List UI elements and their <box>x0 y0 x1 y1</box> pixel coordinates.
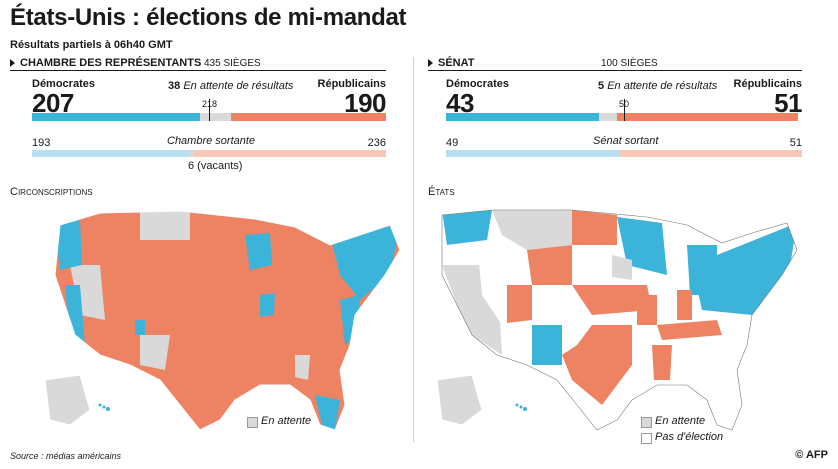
senate-rep-label: Républicains <box>733 78 802 90</box>
senate-outgoing-rep: 51 <box>789 137 802 149</box>
senate-rep-segment <box>616 113 799 121</box>
afp-credit: © AFP <box>795 449 828 461</box>
house-districts-map <box>44 210 401 431</box>
house-outgoing-label: Chambre sortante <box>167 135 256 147</box>
senate-outgoing-bar <box>446 150 802 157</box>
hawaii-shape <box>98 403 110 411</box>
senate-outgoing-label: Sénat sortant <box>593 135 659 147</box>
senate-rule <box>428 70 802 71</box>
senate-outgoing-dem: 49 <box>446 137 459 149</box>
senate-heading-text: SÉNAT <box>438 57 475 69</box>
house-pending-count: 38 <box>168 80 181 92</box>
senate-outgoing-rep-segment <box>620 150 802 157</box>
source-note: Source : médias américains <box>10 451 122 461</box>
house-heading-text: CHAMBRE DES REPRÉSENTANTS <box>20 57 202 69</box>
house-results-bar <box>32 99 386 121</box>
house-map-title: Circonscriptions <box>10 186 93 198</box>
page-subtitle: Résultats partiels à 06h40 GMT <box>10 39 173 51</box>
house-heading: CHAMBRE DES REPRÉSENTANTS <box>10 57 201 69</box>
alaska-shape <box>44 374 91 426</box>
house-dem-label: Démocrates <box>32 78 95 90</box>
house-pending: 38 En attente de résultats <box>168 80 293 92</box>
senate-outgoing-dem-segment <box>446 150 621 157</box>
house-outgoing-rep: 236 <box>367 137 386 149</box>
house-rep-segment <box>231 113 386 121</box>
senate-pending-segment <box>599 113 617 121</box>
house-outgoing-bar <box>32 150 386 157</box>
house-outgoing-vacant-segment <box>189 150 194 157</box>
senate-dem-segment <box>446 113 600 121</box>
house-pending-label: En attente de résultats <box>183 80 294 92</box>
senate-legend-pending: En attente <box>655 415 706 427</box>
house-pending-segment <box>200 113 232 121</box>
house-outgoing-dem: 193 <box>32 137 51 149</box>
house-outgoing-rep-segment <box>193 150 386 157</box>
house-rule <box>10 70 386 71</box>
senate-legend-no-election: Pas d'élection <box>655 431 724 443</box>
senate-dem-label: Démocrates <box>446 78 509 90</box>
panel-divider <box>413 57 414 442</box>
senate-seats: 100 SIÈGES <box>601 58 658 69</box>
page-title: États-Unis : élections de mi-mandat <box>10 4 407 31</box>
legend-pending-swatch <box>247 417 258 428</box>
triangle-marker-icon <box>428 59 433 67</box>
senate-states-map <box>436 209 798 431</box>
house-legend-pending: En attente <box>261 415 312 427</box>
alaska-shape <box>436 374 483 426</box>
senate-majority-line <box>624 99 625 121</box>
house-vacant: 6 (vacants) <box>188 160 243 172</box>
house-majority-line <box>209 99 211 121</box>
legend-no-election-swatch <box>641 433 652 444</box>
senate-map-title: États <box>428 186 455 198</box>
house-rep-label: Républicains <box>317 78 386 90</box>
house-dem-segment <box>32 113 201 121</box>
senate-legend-pending-swatch <box>641 417 652 428</box>
triangle-marker-icon <box>10 59 15 67</box>
senate-results-bar <box>446 99 802 121</box>
senate-pending-count: 5 <box>598 80 605 92</box>
house-outgoing-dem-segment <box>32 150 190 157</box>
senate-map-fill <box>442 210 797 430</box>
senate-pending: 5 En attente de résultats <box>598 80 717 92</box>
house-seats: 435 SIÈGES <box>204 58 261 69</box>
senate-pending-label: En attente de résultats <box>607 80 718 92</box>
senate-heading: SÉNAT <box>428 57 474 69</box>
hawaii-shape <box>515 403 527 411</box>
